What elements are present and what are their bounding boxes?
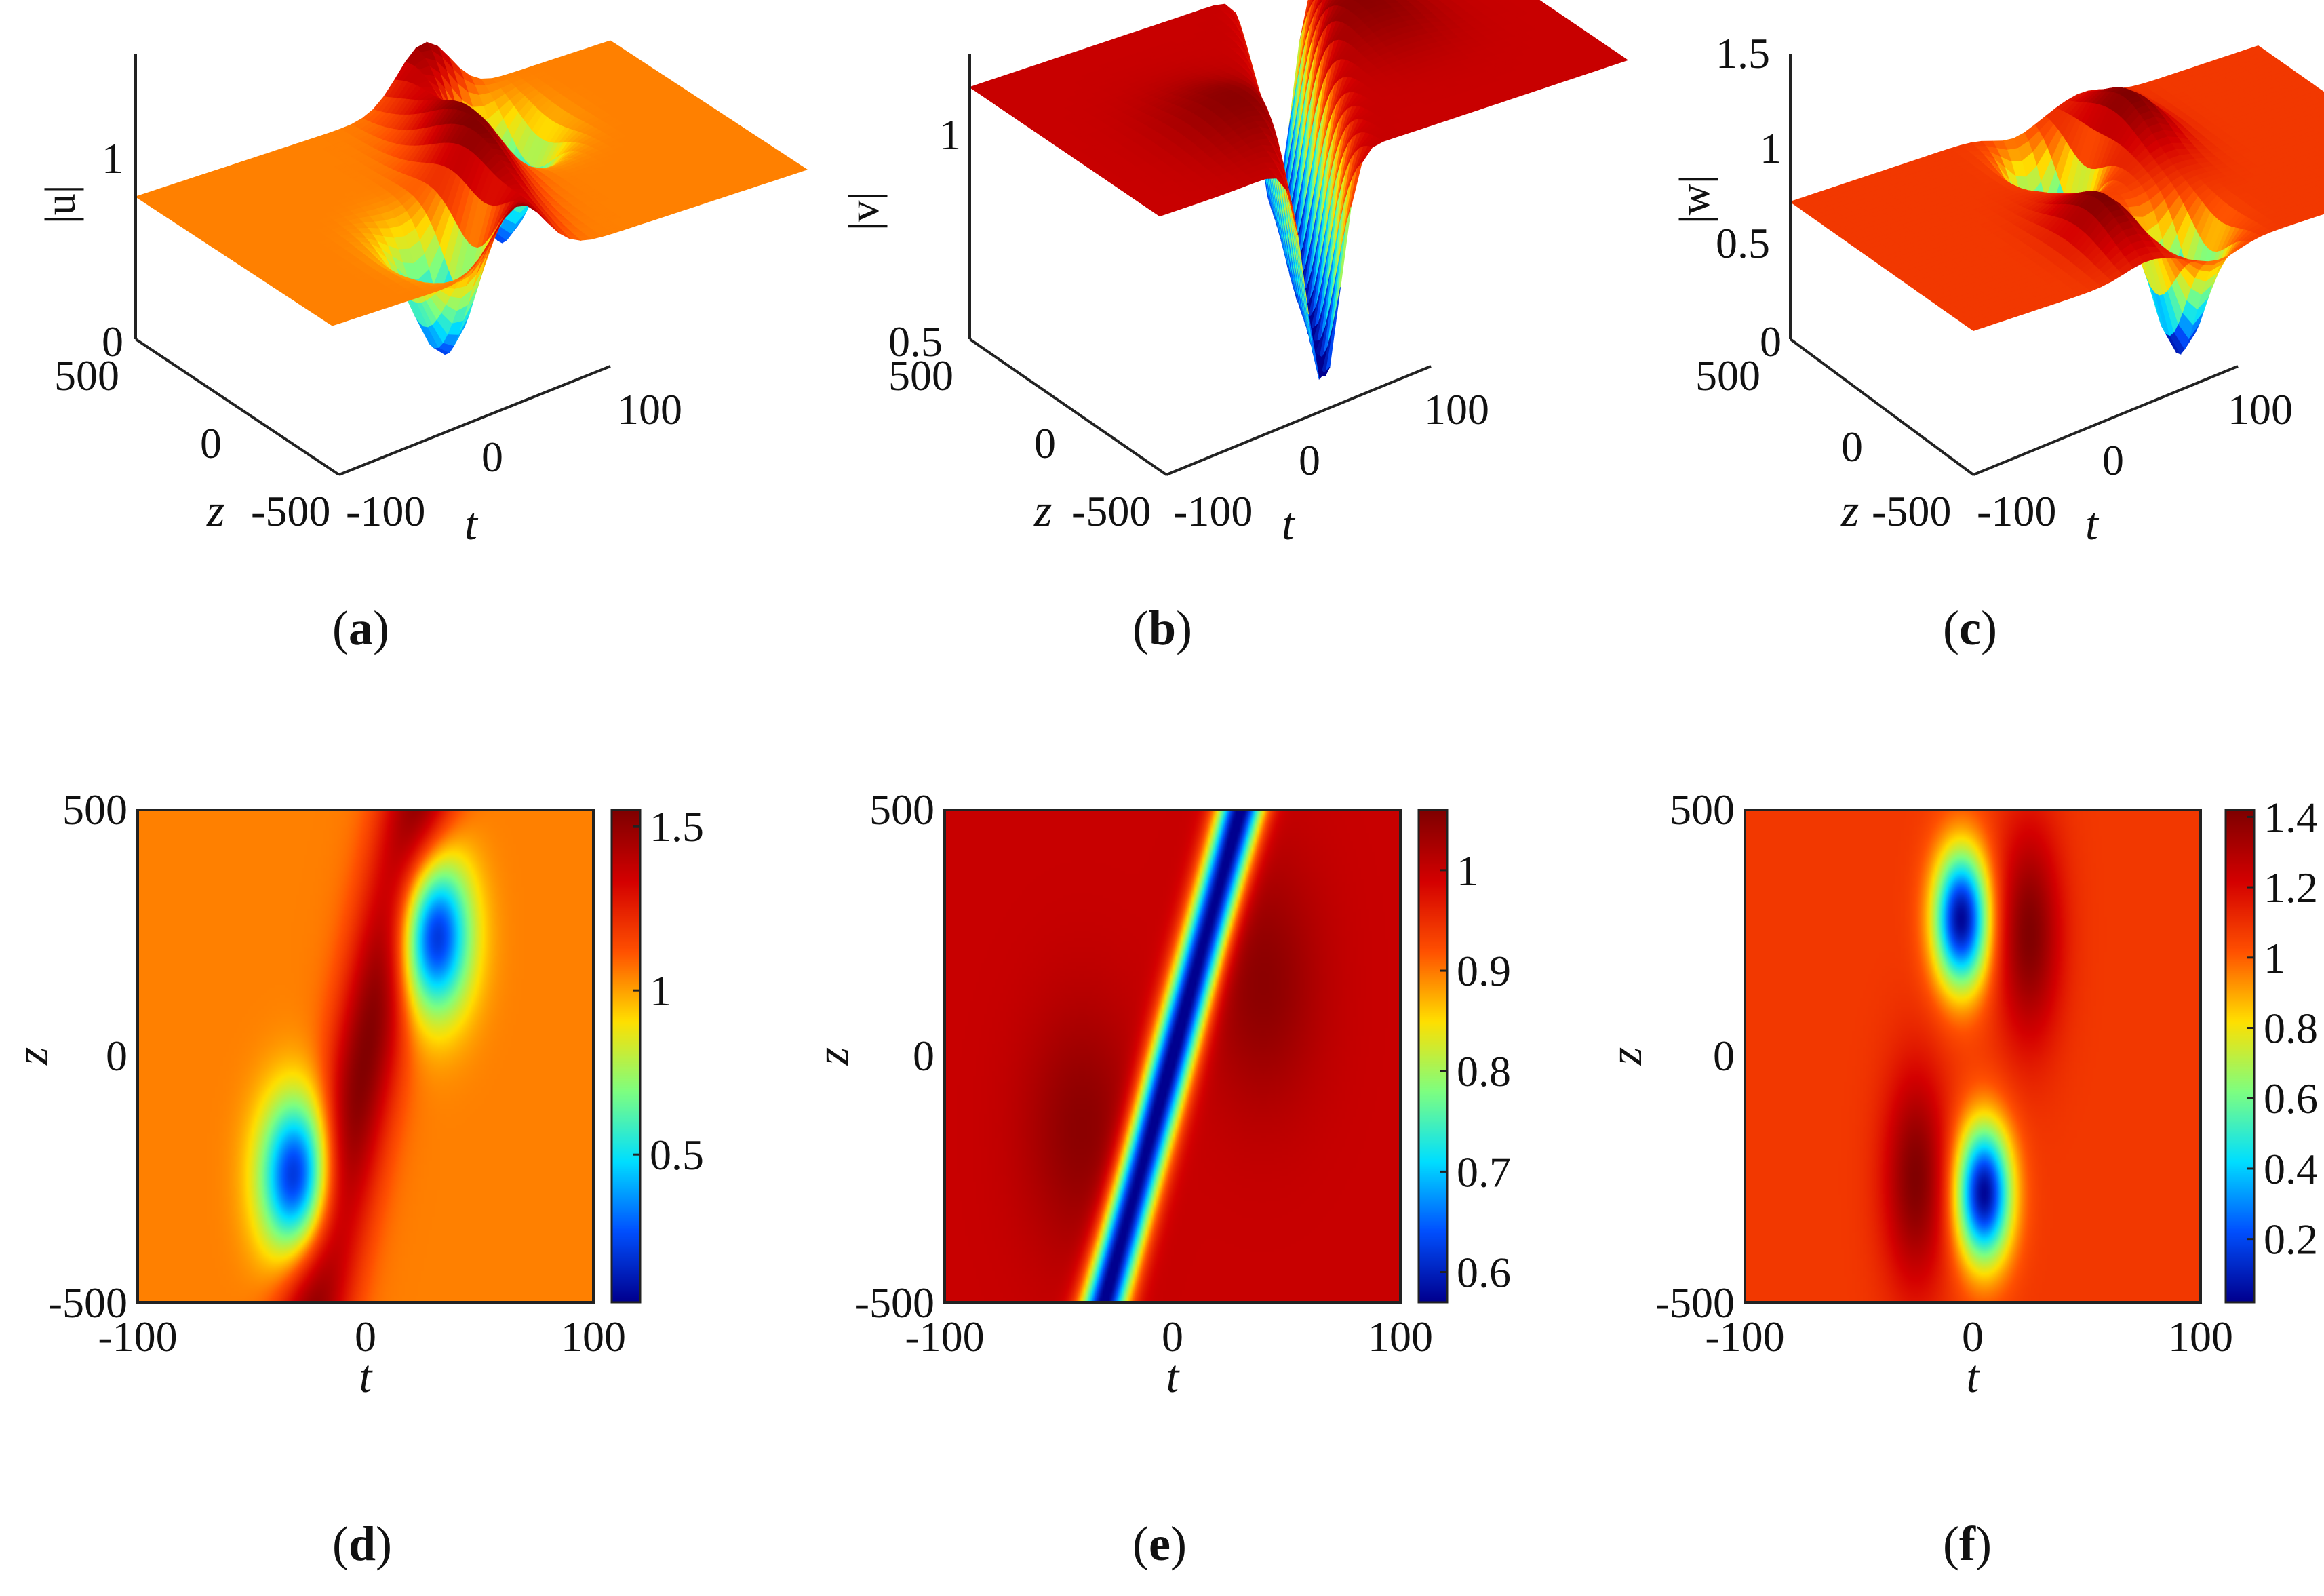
surface-b [968,0,1629,380]
ztick-b-1: 1 [939,111,961,159]
ytick-b-500: 500 [888,351,953,400]
panel-b: 0.5 1 |v| 500 0 -500 z -100 0 100 t (b) [840,0,1629,655]
xtick-a-100: 100 [617,385,682,433]
caption-b: (b) [1133,601,1192,655]
ytick-a-0: 0 [200,419,222,467]
surface-c [1789,45,2324,355]
xtick-b-100: 100 [1424,385,1489,433]
ztick-a-0: 0 [102,317,123,366]
yaxis-line-b [968,338,1168,476]
ytick-b-neg500: -500 [1071,487,1151,535]
xlabel-b: t [1282,498,1296,549]
panel-a: 0 1 |u| 500 0 -500 z -100 0 100 t (a) [36,40,808,655]
surface-a [134,40,808,355]
ztick-a-1: 1 [102,134,123,182]
xtick-a-0: 0 [481,433,503,481]
ylabel-b: z [1033,484,1052,536]
ytick-b-0: 0 [1034,419,1056,467]
caption-letter-a: a [349,601,373,655]
yaxis-line-a [134,338,340,476]
caption-a: (a) [332,601,389,655]
caption-letter-b: b [1149,601,1176,655]
xtick-a-neg100: -100 [346,487,425,535]
panel-c: 0 0.5 1 1.5 |w| 500 0 -500 z -100 0 100 … [1670,29,2324,655]
ytick-a-neg500: -500 [251,487,330,535]
zlabel-b: |v| [840,191,888,231]
zlabel-a: |u| [36,184,84,224]
surface-patch [327,318,344,326]
xaxis-line-a [338,365,611,476]
xtick-b-neg100: -100 [1173,487,1253,535]
ylabel-a: z [206,484,224,536]
ytick-a-500: 500 [54,351,119,400]
xlabel-a: t [465,498,479,549]
xtick-b-0: 0 [1299,436,1320,484]
